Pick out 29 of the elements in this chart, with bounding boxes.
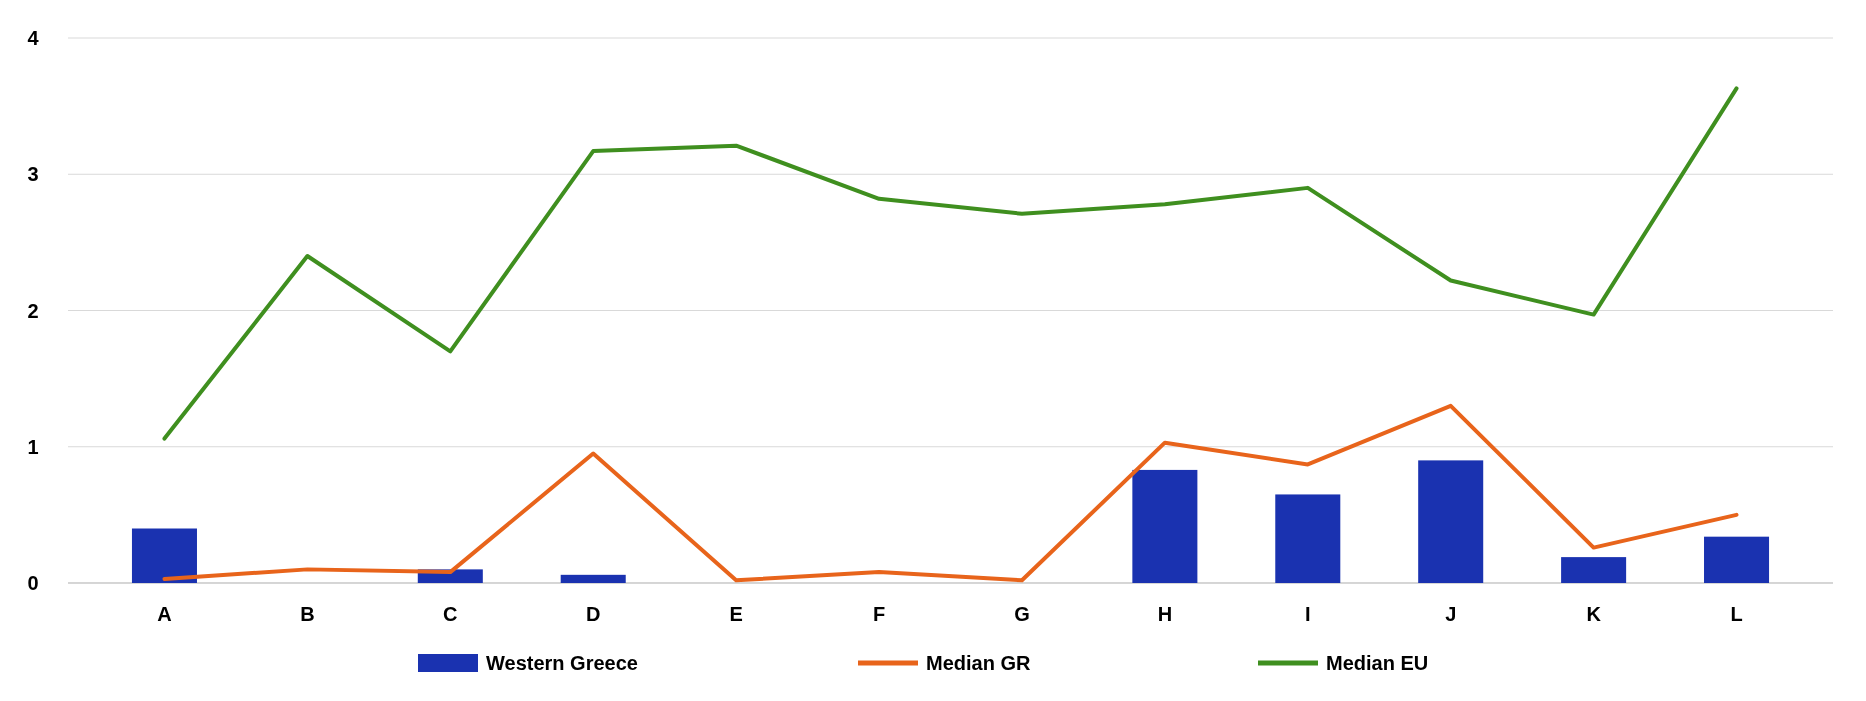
bar bbox=[1704, 536, 1770, 583]
x-tick-label: D bbox=[585, 603, 601, 625]
y-tick-label: 4 bbox=[27, 27, 40, 49]
line-series bbox=[162, 86, 1739, 441]
bar bbox=[1132, 469, 1198, 583]
x-tick-label: B bbox=[300, 603, 315, 625]
x-tick-label: I bbox=[1305, 603, 1311, 625]
x-tick-label: K bbox=[1586, 603, 1602, 625]
bar bbox=[1418, 460, 1484, 583]
bar bbox=[560, 574, 626, 583]
x-tick-label: F bbox=[872, 603, 886, 625]
x-tick-label: A bbox=[157, 603, 172, 625]
x-tick-label: H bbox=[1157, 603, 1173, 625]
x-tick-label: L bbox=[1730, 603, 1743, 625]
x-tick-label: J bbox=[1445, 603, 1457, 625]
x-tick-label: G bbox=[1014, 603, 1030, 625]
y-tick-label: 1 bbox=[27, 435, 39, 458]
line-series bbox=[162, 403, 1739, 583]
legend-label: Western Greece bbox=[486, 652, 638, 674]
legend-label: Median EU bbox=[1326, 652, 1429, 674]
x-tick-label: E bbox=[729, 603, 743, 625]
legend-label: Median GR bbox=[926, 652, 1032, 674]
y-tick-label: 2 bbox=[27, 299, 39, 322]
bar bbox=[1561, 557, 1627, 583]
bar bbox=[131, 528, 197, 583]
x-tick-label: C bbox=[443, 603, 458, 625]
y-tick-label: 0 bbox=[27, 572, 39, 594]
bar bbox=[1275, 494, 1341, 583]
y-tick-label: 3 bbox=[27, 163, 39, 186]
